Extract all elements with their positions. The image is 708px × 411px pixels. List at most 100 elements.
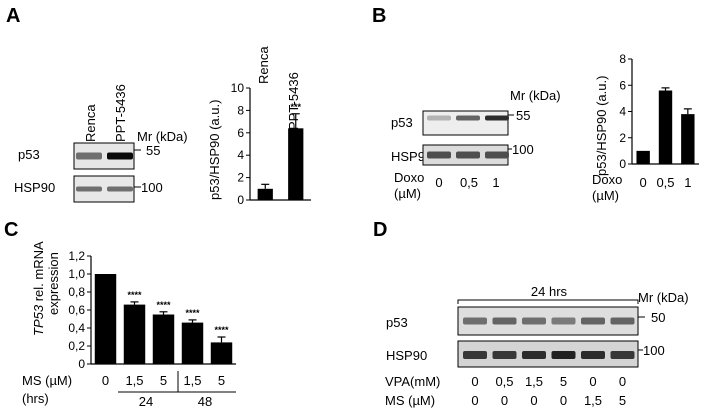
category-label: 1 [684,175,691,190]
hrs-group-label: 24 [139,394,153,409]
blot-membrane-p53 [457,306,639,336]
blot-band [463,351,487,359]
significance-label: **** [214,325,229,335]
panel-d-blot: 24 hrs Mr (kDa) p53 HSP90 50 100 VPA(mM)… [385,284,689,408]
bar [181,322,204,364]
blot-band [456,151,480,159]
y-tick-label: 2 [237,171,244,185]
vpa-value: 0 [619,374,626,389]
y-tick-label: 0 [78,357,85,371]
vpa-value: 0 [589,374,596,389]
blot-band [522,351,546,359]
mr-label: Mr (kDa) [510,88,561,103]
bar [210,342,233,364]
bar [94,274,117,364]
blot-band [107,186,133,192]
y-tick-label: 8 [619,52,626,66]
panel-b-blot: Mr (kDa) p53 HSP90 55 100 Doxo (µM) 0 0,… [391,88,561,201]
ms-value: 5 [619,393,626,408]
ms-value: 0 [471,393,478,408]
category-label-top: Renca [256,46,271,84]
blot-band [492,317,517,325]
marker-label: 55 [516,108,530,123]
category-label: 1,5 [183,373,201,388]
blot-band [522,317,546,325]
y-tick-label: 0 [619,157,626,171]
blot-band [581,317,605,325]
y-tick-label: 4 [237,148,244,162]
y-tick-label: 0,4 [68,321,85,335]
blot-band [485,115,509,121]
blot-band [76,186,102,192]
lane-label: Renca [83,104,98,142]
chart-c: TP53 rel. mRNA expression MS (µM) (hrs) … [22,241,236,409]
x-axis-label: Doxo [592,172,622,187]
category-label: 0 [640,175,647,190]
bar [152,314,175,364]
blot-membrane-hsp90 [457,340,639,368]
marker-label: 100 [512,142,534,157]
significance-label: **** [127,290,142,300]
y-tick-label: 1,0 [68,267,85,281]
time-label: 24 hrs [531,284,568,299]
y-tick-label: 0 [237,193,244,207]
blot-band [463,317,487,325]
blot-band [492,351,517,359]
y-tick-label: 10 [231,81,245,95]
blot-membrane-p53 [422,110,509,136]
marker-label: 55 [146,143,160,158]
chart-a: Renca PPT-5436 p53/HSP90 (a.u.) 0 2 4 6 8 10 *… [207,46,311,207]
blot-band [551,351,576,359]
y-tick-label: 0,2 [68,339,85,353]
blot-band [427,115,451,121]
panel-letter-c: C [4,219,18,241]
vpa-value: 0 [471,374,478,389]
dose-label: 1 [492,175,499,190]
category-label: 0,5 [656,175,674,190]
treatment-label: Doxo [394,170,424,185]
dose-label: 0 [435,175,442,190]
bar [288,128,304,200]
blot-band [76,152,102,160]
category-label: 5 [218,373,225,388]
y-tick-label: 4 [619,105,626,119]
y-tick-label: 8 [237,103,244,117]
time-bracket [457,299,639,304]
vpa-label: VPA(mM) [385,374,440,389]
vpa-value: 1,5 [525,374,543,389]
y-tick-label: 1,2 [68,249,85,263]
marker-label: 100 [141,180,163,195]
marker-label: 100 [643,343,665,358]
blot-band [485,151,509,159]
panel-letter-a: A [6,5,20,27]
marker-label: 50 [651,310,665,325]
panel-letter-b: B [372,5,386,27]
blot-band [456,115,480,121]
panel-a-blot: Renca PPT-5436 Mr (kDa) p53 HSP90 55 100 [14,84,188,203]
hrs-group-label: 48 [198,394,212,409]
y-axis-label: TP53 rel. mRNA [31,241,46,336]
ms-label: MS (µM) [385,393,435,408]
vpa-value: 5 [560,374,567,389]
ms-value: 0 [560,393,567,408]
bar [123,304,146,364]
bar [636,150,650,164]
hrs-label: (hrs) [22,391,49,406]
protein-label: HSP90 [386,348,427,363]
bar [257,188,273,200]
mr-label: Mr (kDa) [638,290,689,305]
y-tick-label: 0,6 [68,303,85,317]
ms-value: 0 [530,393,537,408]
mr-label: Mr (kDa) [137,129,188,144]
y-axis-label: p53/HSP90 (a.u.) [207,100,222,200]
category-label: 0 [102,373,109,388]
bar [658,90,673,164]
panel-letter-d: D [373,219,387,241]
ms-label: MS (µM) [22,373,72,388]
protein-label: HSP90 [14,180,55,195]
x-axis-label: (µM) [592,188,619,203]
category-label-top: PPT-5436 [286,72,301,130]
protein-label: p53 [18,147,40,162]
y-axis-label: expression [46,252,61,315]
